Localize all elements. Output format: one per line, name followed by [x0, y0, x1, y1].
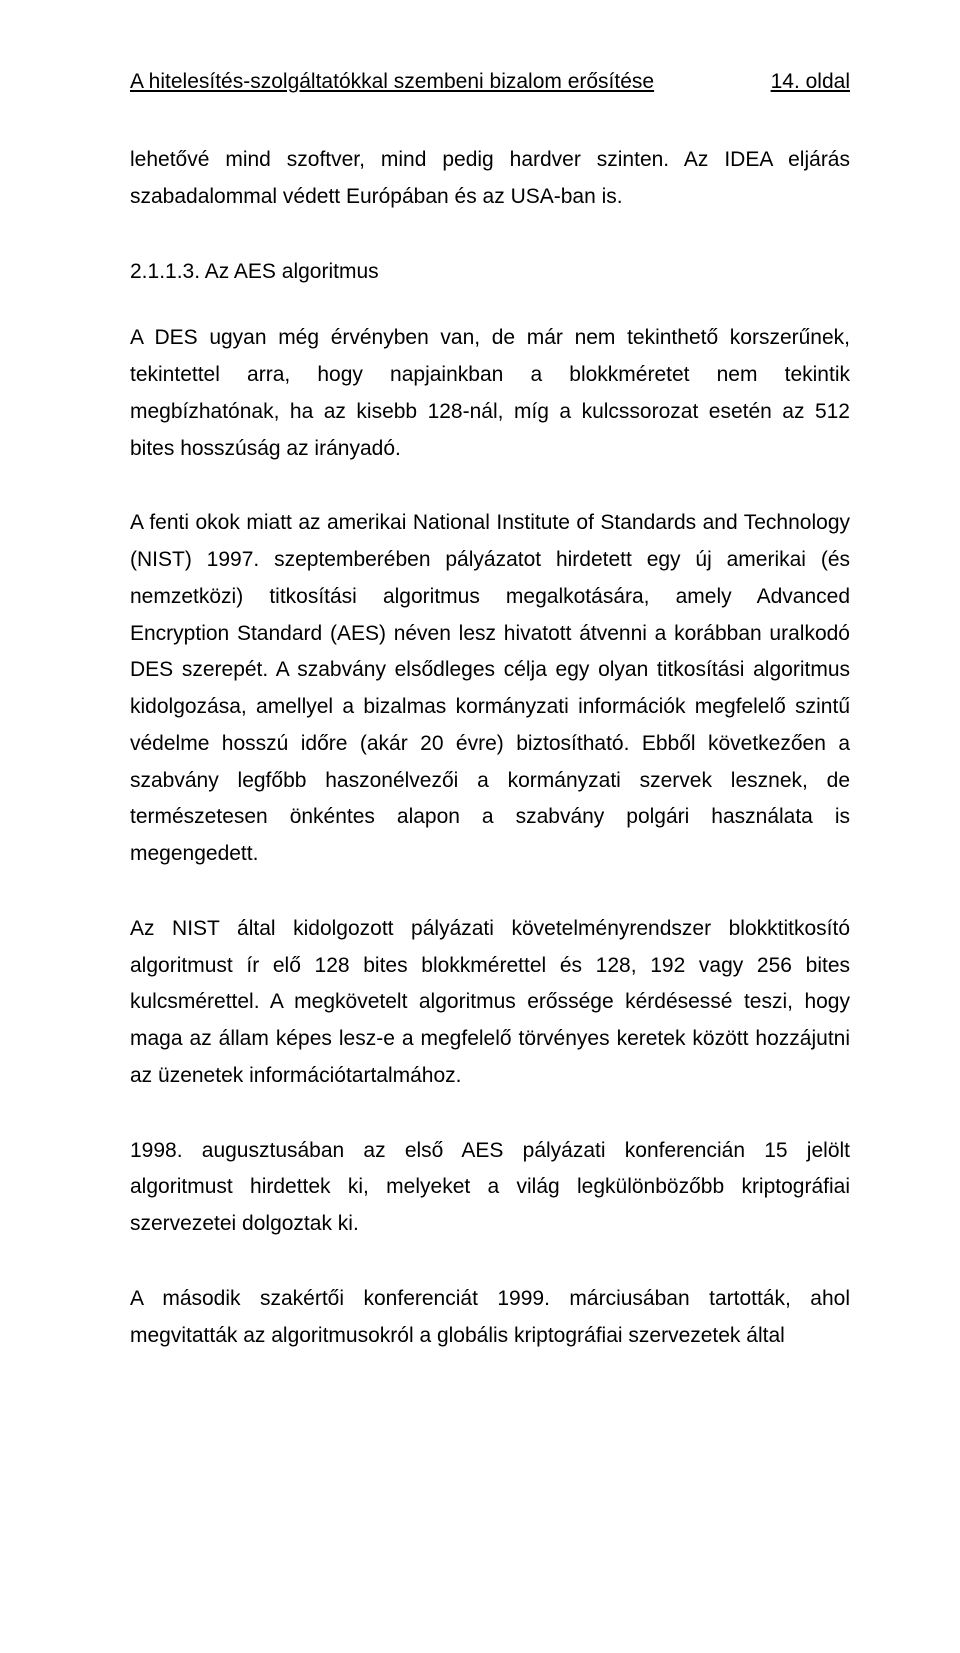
paragraph-1998: 1998. augusztusában az első AES pályázat…: [130, 1133, 850, 1243]
paragraph-intro: lehetővé mind szoftver, mind pedig hardv…: [130, 142, 850, 216]
paragraph-des-status: A DES ugyan még érvényben van, de már ne…: [130, 320, 850, 467]
header-page-number: 14. oldal: [771, 70, 850, 94]
header-title: A hitelesítés-szolgáltatókkal szembeni b…: [130, 70, 654, 94]
page-header: A hitelesítés-szolgáltatókkal szembeni b…: [130, 70, 850, 94]
section-heading-aes: 2.1.1.3. Az AES algoritmus: [130, 254, 850, 291]
paragraph-requirements: Az NIST által kidolgozott pályázati köve…: [130, 911, 850, 1095]
paragraph-1999: A második szakértői konferenciát 1999. m…: [130, 1281, 850, 1355]
paragraph-nist-aes: A fenti okok miatt az amerikai National …: [130, 505, 850, 873]
document-page: A hitelesítés-szolgáltatókkal szembeni b…: [0, 0, 960, 1653]
